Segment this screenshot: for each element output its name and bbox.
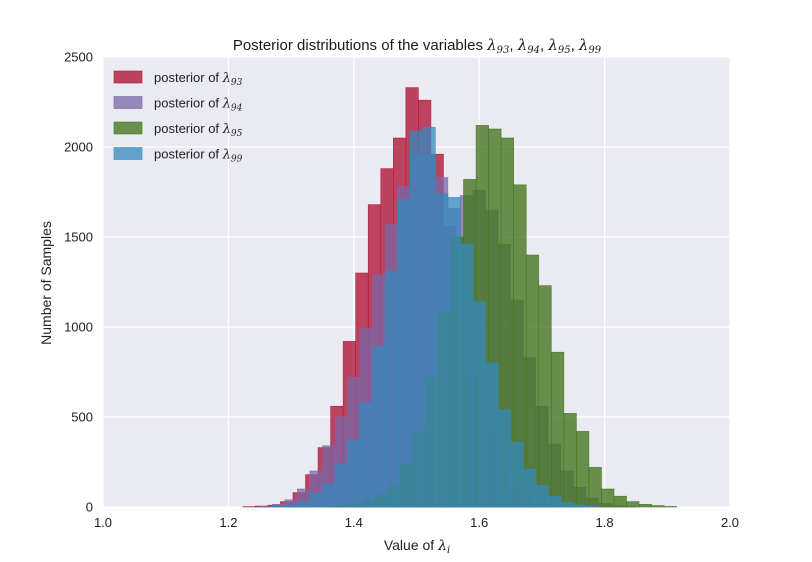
histogram-bar: [638, 503, 652, 508]
x-tick-label: 1.8: [596, 515, 614, 530]
histogram-bar: [472, 301, 486, 508]
histogram-bar: [613, 495, 627, 508]
x-tick-label: 1.4: [345, 515, 363, 530]
legend-swatch: [113, 147, 143, 160]
x-tick-label: 2.0: [721, 515, 739, 530]
title-separator: ,: [571, 37, 579, 54]
legend: posterior of λ93 posterior of λ94 posterio…: [113, 70, 243, 165]
x-label-symbol: λ: [437, 538, 447, 554]
y-tick-label: 0: [86, 500, 93, 515]
histogram-bar: [447, 197, 461, 508]
histogram-bar: [334, 463, 348, 508]
x-tick-label: 1.2: [219, 515, 237, 530]
title-symbol-sub: 93: [497, 45, 510, 56]
y-tick-label: 1000: [64, 320, 93, 335]
histogram-bar: [663, 506, 678, 508]
histogram-bar: [322, 483, 336, 508]
histogram-bar: [535, 485, 549, 508]
title-symbol: λ: [486, 36, 497, 54]
histogram-bar: [601, 488, 615, 508]
legend-label: posterior of λ99: [154, 147, 243, 165]
histogram-bar: [435, 193, 449, 508]
x-axis-label: Value of λi: [384, 537, 450, 556]
title-separator: ,: [509, 37, 517, 54]
histogram-bar: [510, 441, 524, 508]
histogram-bar: [297, 501, 311, 508]
title-symbol: λ: [547, 36, 558, 54]
legend-label: posterior of λ93: [154, 70, 243, 88]
y-axis-label: Number of Samples: [38, 221, 54, 345]
title-symbol: λ: [517, 36, 528, 54]
x-label-symbol-sub: i: [447, 545, 450, 556]
histogram-bar: [585, 505, 599, 508]
histogram-bar: [347, 440, 361, 508]
y-tick-label: 500: [71, 410, 93, 425]
histogram-bar: [560, 502, 574, 508]
histogram-bar: [397, 198, 411, 508]
histogram-bar: [538, 285, 552, 508]
histogram-bar: [563, 413, 577, 508]
histogram-bar: [497, 409, 511, 508]
x-tick-label: 1.0: [94, 515, 112, 530]
legend-swatch: [113, 96, 143, 109]
title-symbol-sub: 94: [527, 45, 540, 56]
histogram-bar: [588, 467, 602, 508]
x-tick-label: 1.6: [470, 515, 488, 530]
title-symbol-sub: 95: [558, 45, 571, 56]
histogram-bar: [547, 495, 562, 508]
legend-item: posterior of λ93: [113, 70, 243, 88]
legend-label: posterior of λ95: [154, 121, 243, 139]
legend-item: posterior of λ94: [113, 96, 243, 114]
y-tick-label: 2500: [64, 50, 93, 65]
y-tick-label: 1500: [64, 230, 93, 245]
histogram-bar: [522, 468, 536, 508]
legend-label: posterior of λ94: [154, 96, 243, 114]
histogram-bar: [572, 504, 587, 508]
y-tick-label: 2000: [64, 140, 93, 155]
chart-title: Posterior distributions of the variables…: [233, 36, 602, 56]
histogram-bar: [309, 493, 323, 508]
legend-swatch: [113, 121, 143, 135]
series-99-bars: [271, 126, 599, 508]
histogram-bar: [576, 431, 590, 508]
x-label-prefix: Value of: [384, 537, 438, 553]
histogram-bar: [651, 505, 665, 508]
histogram-bar: [626, 501, 640, 508]
histogram-bar: [359, 402, 373, 508]
histogram-bar: [460, 243, 474, 508]
histogram-bar: [271, 506, 286, 508]
legend-item: posterior of λ95: [113, 121, 243, 139]
histogram-bars: [242, 87, 678, 508]
histogram-bar: [284, 504, 298, 508]
histogram-bar: [259, 505, 273, 508]
title-prefix: Posterior distributions of the variables: [233, 37, 487, 54]
legend-swatch: [113, 70, 143, 84]
histogram-bar: [372, 346, 386, 508]
histogram-bar: [409, 130, 424, 508]
title-separator: ,: [540, 37, 548, 54]
histogram-bar: [384, 270, 398, 508]
histogram-bar: [422, 126, 436, 508]
legend-item: posterior of λ99: [113, 147, 243, 165]
histogram-bar: [485, 362, 499, 508]
title-symbol-sub: 99: [588, 45, 601, 56]
x-tick-labels: 1.0 1.2 1.4 1.6 1.8 2.0: [94, 515, 739, 530]
title-symbol: λ: [578, 36, 589, 54]
histogram-bar: [551, 351, 565, 508]
y-tick-labels: 0 500 1000 1500 2000 2500: [64, 50, 93, 515]
